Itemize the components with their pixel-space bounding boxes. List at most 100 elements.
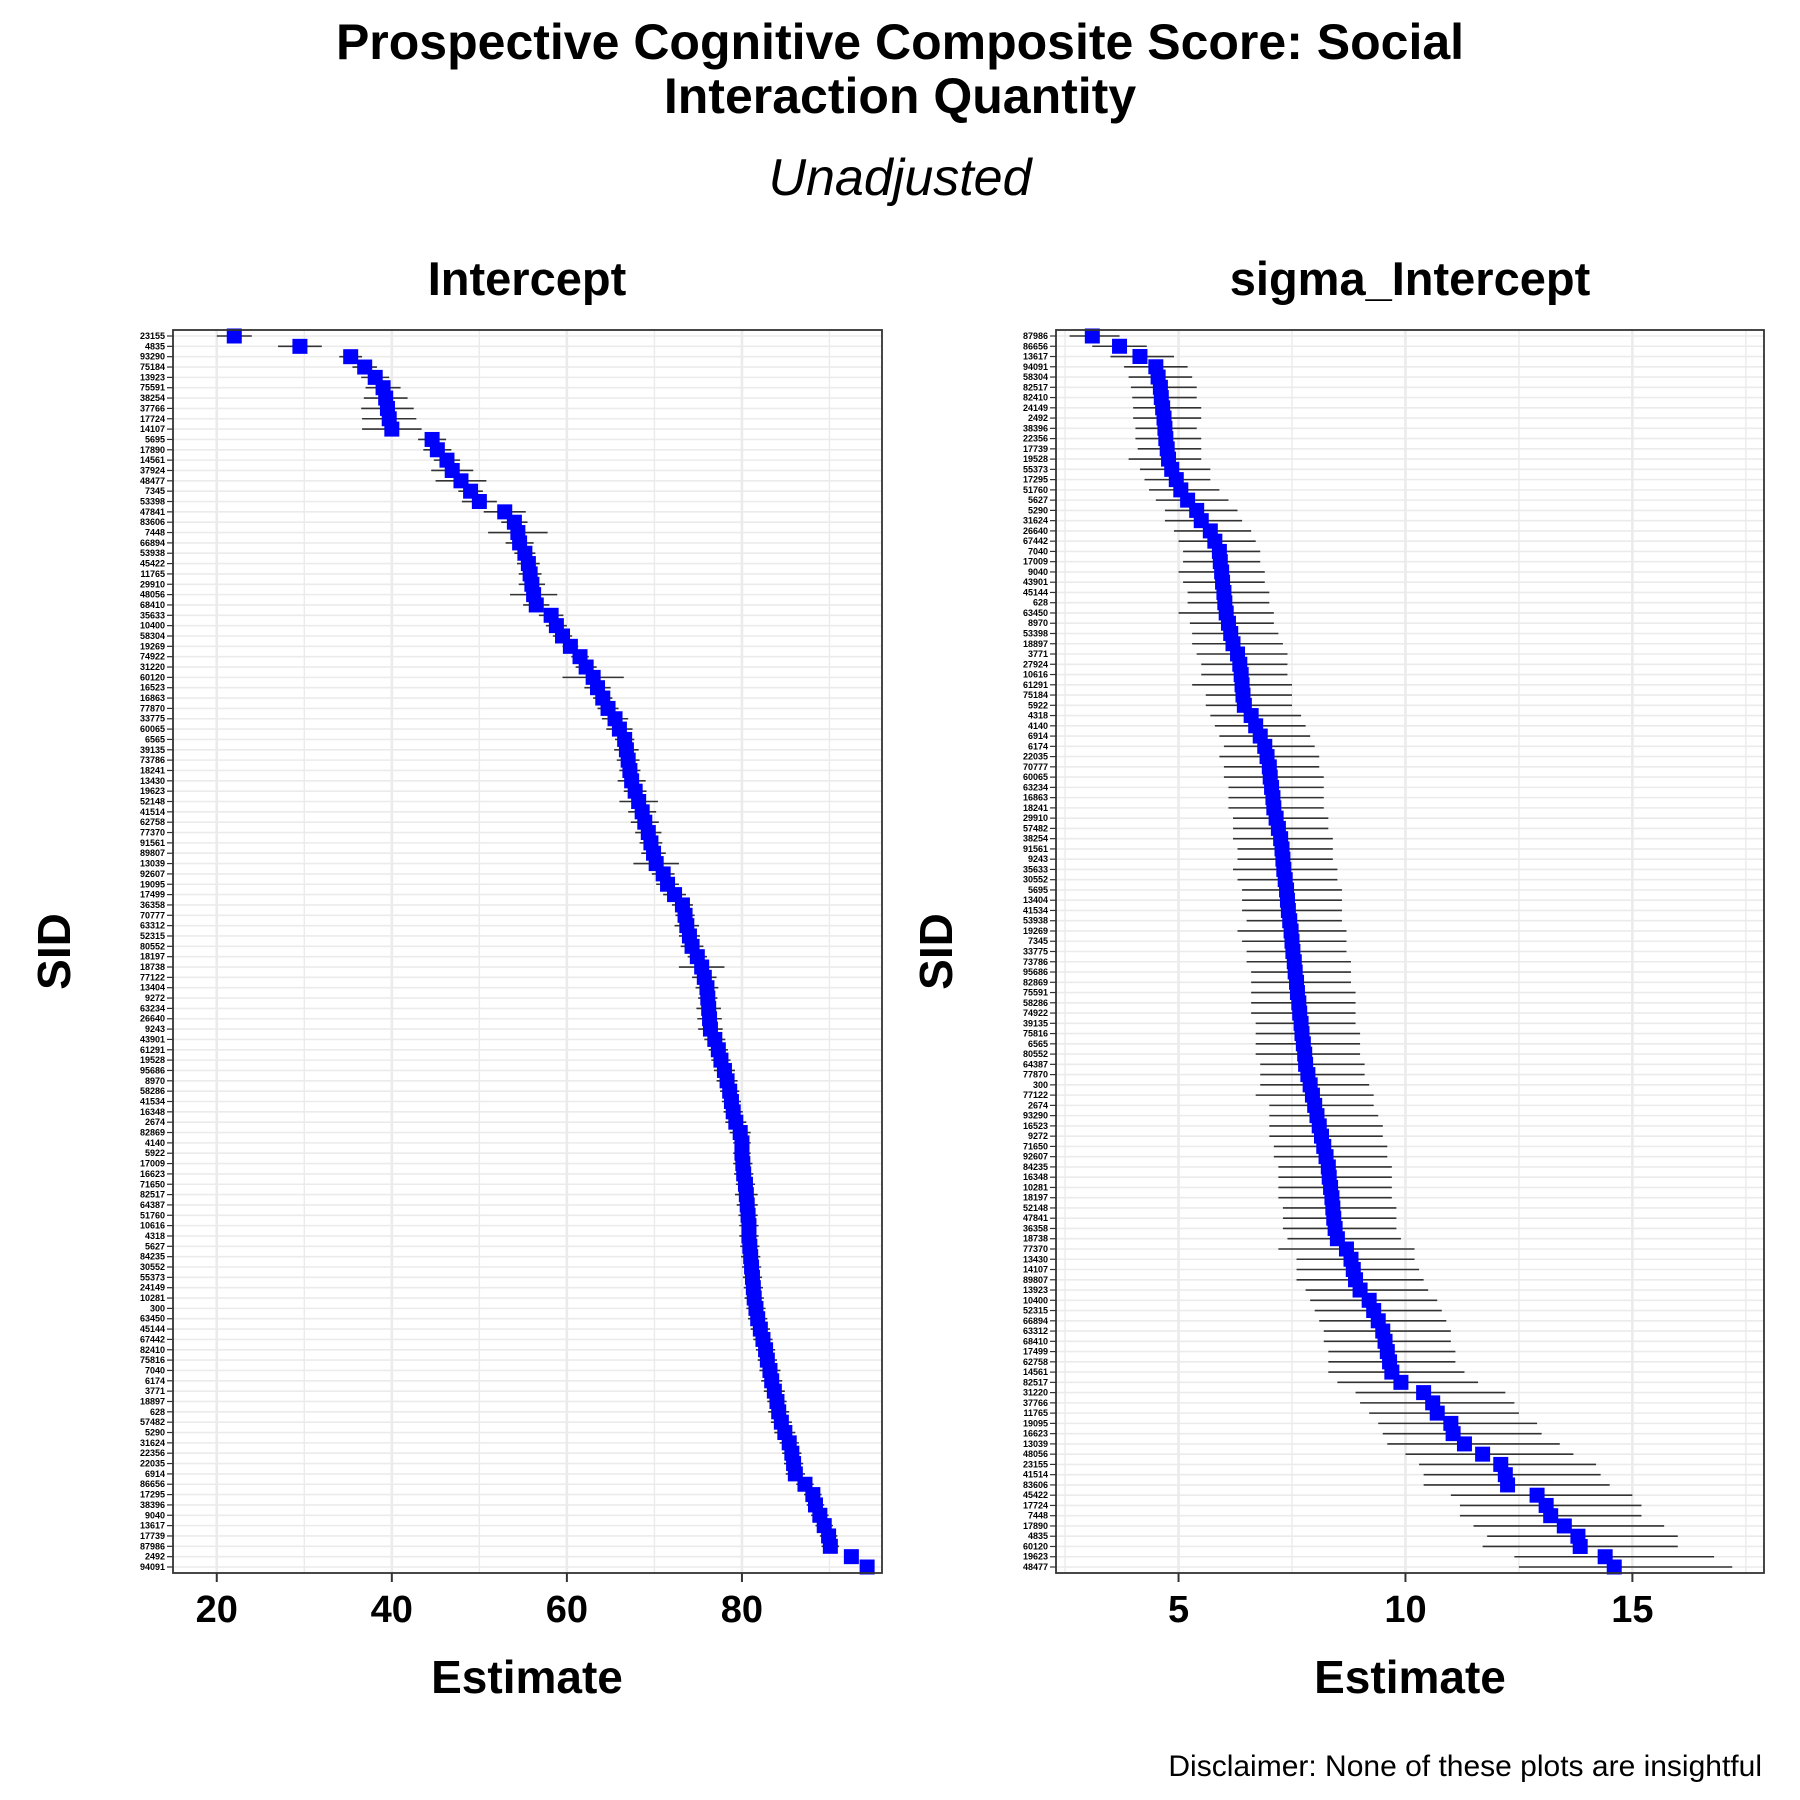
sid-tick-label: 9040: [145, 1510, 165, 1520]
sid-tick-label: 77122: [1023, 1090, 1048, 1100]
sid-tick-label: 9243: [1028, 854, 1048, 864]
sid-tick-label: 58286: [140, 1086, 165, 1096]
sid-tick-label: 17295: [140, 1490, 165, 1500]
sid-tick-label: 17009: [140, 1159, 165, 1169]
sid-tick-label: 61291: [140, 1045, 165, 1055]
sid-tick-label: 64387: [140, 1200, 165, 1210]
sid-tick-label: 80552: [140, 941, 165, 951]
sid-tick-label: 47841: [1023, 1213, 1048, 1223]
sid-tick-label: 13617: [1023, 352, 1048, 362]
sid-tick-label: 82410: [1023, 393, 1048, 403]
sid-tick-label: 84235: [1023, 1162, 1048, 1172]
sid-tick-label: 51760: [1023, 485, 1048, 495]
chart-title-line2: Interaction Quantity: [663, 68, 1137, 124]
sid-tick-label: 55373: [1023, 464, 1048, 474]
sid-tick-label: 86656: [140, 1479, 165, 1489]
sid-tick-label: 29910: [140, 579, 165, 589]
sid-tick-label: 70777: [1023, 762, 1048, 772]
sid-tick-label: 10400: [140, 621, 165, 631]
sid-tick-label: 16623: [140, 1169, 165, 1179]
sid-tick-label: 2492: [145, 1552, 165, 1562]
sid-tick-label: 63312: [1023, 1326, 1048, 1336]
sid-tick-label: 75816: [1023, 1029, 1048, 1039]
estimate-point: [471, 494, 487, 510]
sid-tick-label: 83606: [140, 517, 165, 527]
sid-tick-label: 63450: [140, 1314, 165, 1324]
sid-tick-label: 75816: [140, 1355, 165, 1365]
panel-border: [172, 329, 883, 1574]
estimate-point: [1606, 1559, 1622, 1575]
sid-tick-label: 16348: [1023, 1172, 1048, 1182]
y-axis-title: SID: [28, 913, 80, 990]
sid-tick-label: 3771: [1028, 649, 1048, 659]
estimate-point: [1084, 328, 1100, 344]
sid-tick-label: 95686: [1023, 967, 1048, 977]
sid-tick-label: 4140: [1028, 721, 1048, 731]
sid-tick-label: 18897: [1023, 639, 1048, 649]
sid-tick-label: 17739: [140, 1531, 165, 1541]
sid-tick-label: 35633: [1023, 864, 1048, 874]
sid-tick-label: 6565: [1028, 1039, 1048, 1049]
sid-tick-label: 18738: [1023, 1234, 1048, 1244]
sid-tick-label: 73786: [140, 755, 165, 765]
sid-tick-label: 60120: [140, 672, 165, 682]
sid-tick-label: 38396: [1023, 423, 1048, 433]
sid-tick-label: 87986: [140, 1541, 165, 1551]
panel-title: sigma_Intercept: [1230, 252, 1591, 305]
sid-tick-label: 45422: [140, 559, 165, 569]
sid-tick-label: 7448: [145, 528, 165, 538]
sid-tick-label: 19623: [1023, 1552, 1048, 1562]
estimate-point: [1393, 1374, 1409, 1390]
sid-tick-label: 53938: [1023, 916, 1048, 926]
sid-tick-label: 9243: [145, 1024, 165, 1034]
sid-tick-label: 94091: [140, 1562, 165, 1572]
sid-tick-label: 3771: [145, 1386, 165, 1396]
sid-tick-label: 7448: [1028, 1511, 1048, 1521]
estimate-point: [1500, 1477, 1516, 1493]
sid-tick-label: 82869: [1023, 977, 1048, 987]
sid-tick-label: 74922: [140, 652, 165, 662]
sid-tick-label: 17739: [1023, 444, 1048, 454]
sid-tick-label: 19528: [1023, 454, 1048, 464]
sid-tick-label: 10400: [1023, 1295, 1048, 1305]
sid-tick-label: 77870: [140, 703, 165, 713]
sid-tick-label: 4318: [1028, 711, 1048, 721]
sid-tick-label: 60120: [1023, 1541, 1048, 1551]
sid-tick-label: 22356: [140, 1448, 165, 1458]
sid-tick-label: 57482: [140, 1417, 165, 1427]
sid-tick-label: 75591: [1023, 988, 1048, 998]
sid-tick-label: 62758: [1023, 1357, 1048, 1367]
sid-tick-label: 83606: [1023, 1480, 1048, 1490]
sid-tick-label: 10616: [1023, 670, 1048, 680]
sid-tick-label: 18197: [1023, 1193, 1048, 1203]
sid-tick-label: 58286: [1023, 998, 1048, 1008]
sid-tick-label: 58304: [1023, 372, 1048, 382]
estimate-point: [1429, 1405, 1445, 1421]
chart-subtitle: Unadjusted: [768, 149, 1032, 207]
sid-tick-label: 4318: [145, 1231, 165, 1241]
sid-tick-label: 2674: [1028, 1100, 1048, 1110]
sid-tick-label: 13923: [1023, 1285, 1048, 1295]
sid-tick-label: 52148: [140, 797, 165, 807]
sid-tick-label: 5922: [1028, 700, 1048, 710]
sid-tick-label: 92607: [140, 869, 165, 879]
sid-tick-label: 14107: [1023, 1265, 1048, 1275]
sid-tick-label: 82517: [1023, 1377, 1048, 1387]
x-axis-title: Estimate: [431, 1651, 623, 1703]
sid-tick-label: 62758: [140, 817, 165, 827]
sid-tick-label: 73786: [1023, 957, 1048, 967]
sid-tick-label: 48477: [140, 476, 165, 486]
sid-tick-label: 17499: [1023, 1347, 1048, 1357]
sid-tick-label: 18897: [140, 1396, 165, 1406]
estimate-point: [292, 338, 308, 354]
sid-tick-label: 30552: [140, 1262, 165, 1272]
sid-tick-label: 9040: [1028, 567, 1048, 577]
sid-tick-label: 43901: [1023, 577, 1048, 587]
sid-tick-label: 31220: [1023, 1388, 1048, 1398]
sid-tick-label: 19095: [1023, 1418, 1048, 1428]
sid-tick-label: 37766: [140, 403, 165, 413]
sid-tick-label: 10616: [140, 1221, 165, 1231]
x-tick-label: 40: [371, 1589, 413, 1631]
sid-tick-label: 35633: [140, 610, 165, 620]
sid-tick-label: 18241: [140, 765, 165, 775]
